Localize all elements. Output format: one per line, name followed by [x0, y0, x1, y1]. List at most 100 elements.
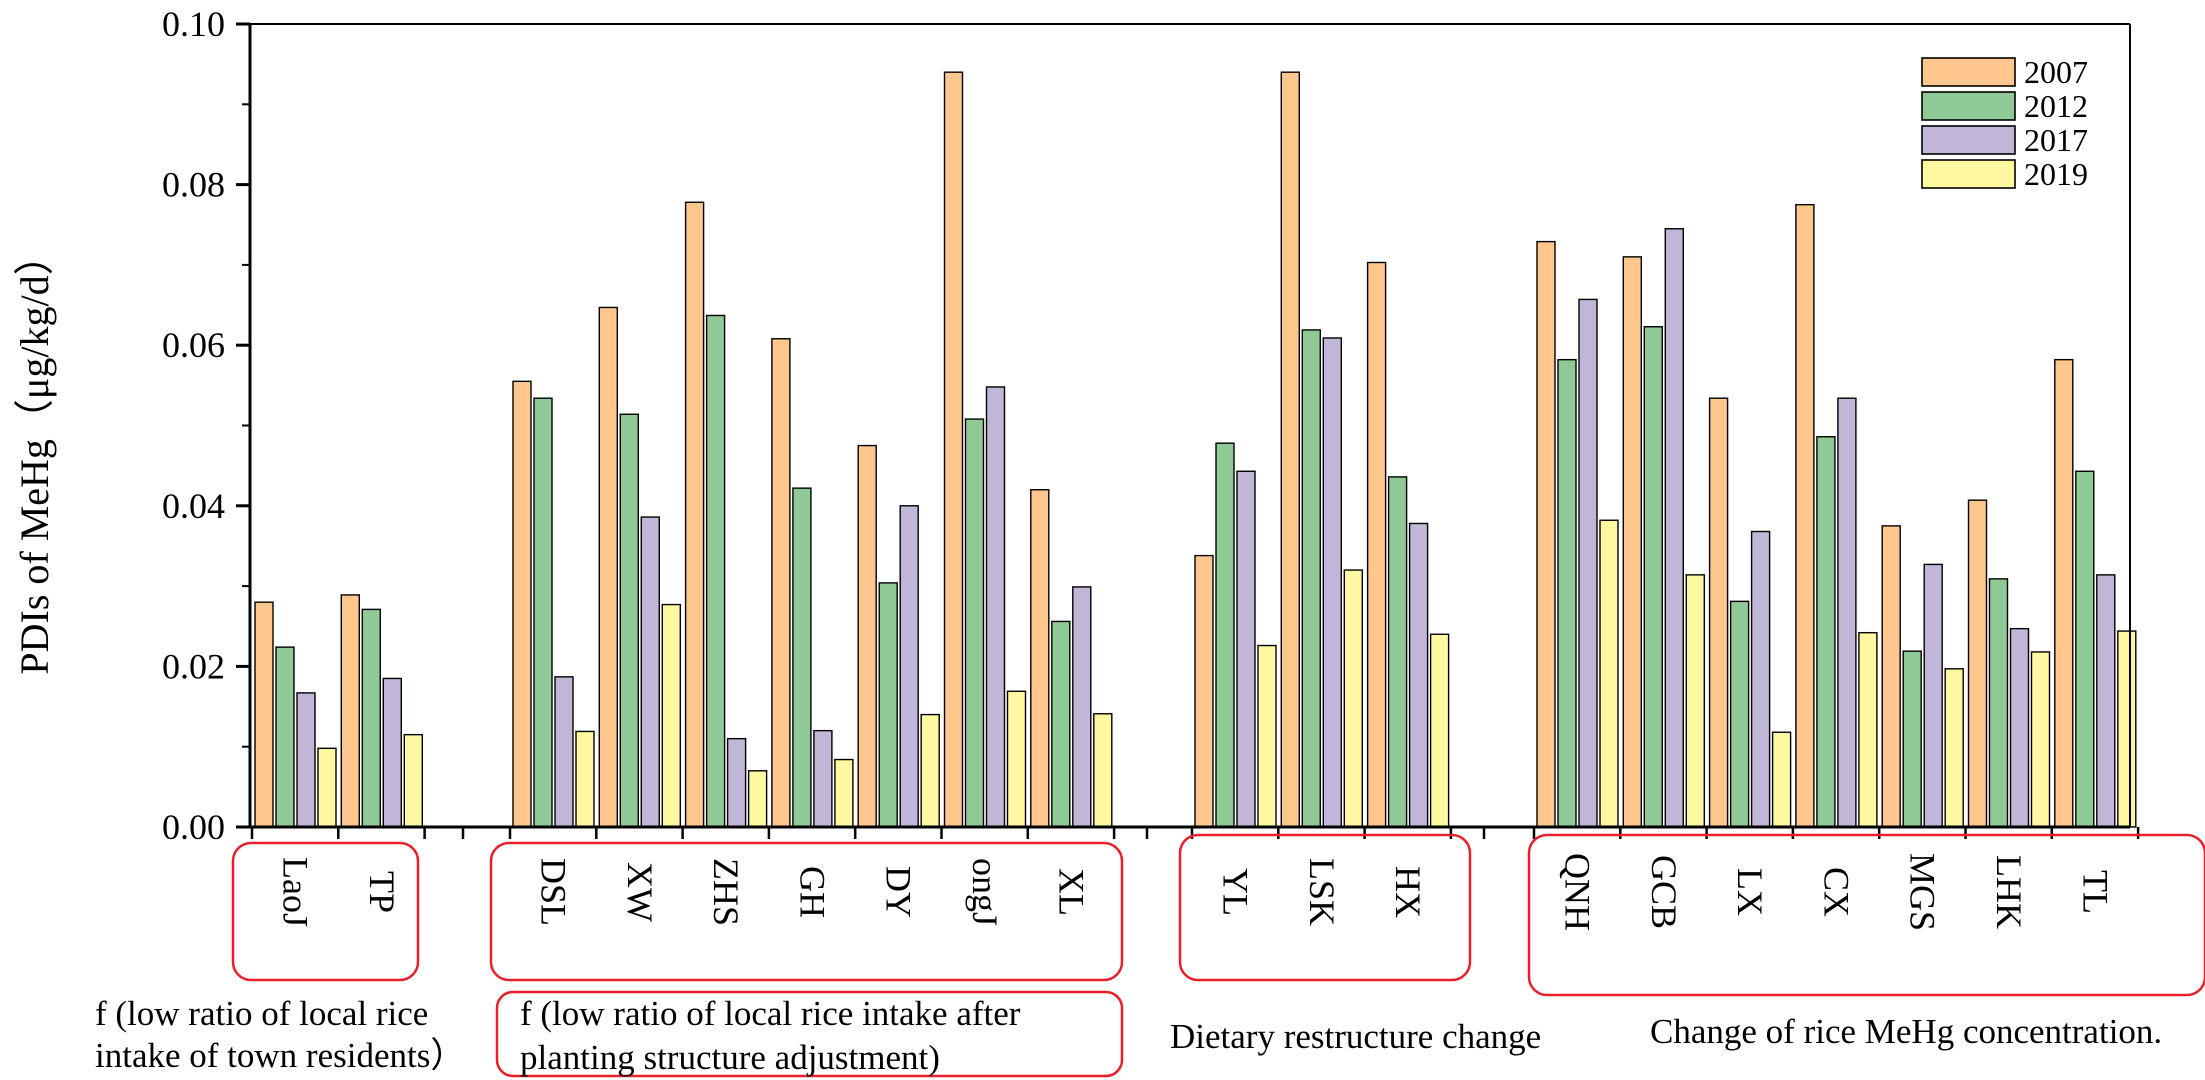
bar-GCB-2012 [1643, 326, 1664, 828]
site-label-YL: YL [1216, 868, 1256, 916]
bar-LaoJ-2007 [254, 601, 274, 828]
bar-XL-2007 [1030, 489, 1050, 828]
bar-XW-2012 [619, 413, 639, 828]
bar-HX-2007 [1366, 261, 1387, 828]
bar-ongJ-2012 [964, 418, 985, 828]
bar-TP-2007 [340, 594, 360, 828]
bar-DSL-2012 [533, 397, 553, 828]
bar-QNH-2007 [1536, 240, 1556, 828]
site-label-TP: TP [362, 871, 402, 913]
bar-XL-2017 [1072, 586, 1092, 828]
site-label-DY: DY [879, 866, 919, 918]
site-label-LHK: LHK [1989, 855, 2029, 929]
group-boxes-layer [231, 833, 2205, 1078]
bar-ZHS-2012 [705, 314, 726, 828]
site-label-QNH: QNH [1558, 853, 1598, 931]
legend-label-2017: 2017 [2024, 122, 2088, 158]
bar-YL-2019 [1257, 644, 1277, 828]
bar-DSL-2017 [554, 676, 574, 828]
caption-group-1-line-1: f (low ratio of local rice [95, 994, 429, 1033]
bar-LX-2007 [1708, 397, 1729, 828]
bar-LHK-2012 [1988, 578, 2009, 828]
legend-swatch-2017 [1921, 125, 2016, 155]
axes-layer [248, 23, 2131, 829]
bar-ZHS-2019 [747, 770, 768, 828]
bar-LSK-2017 [1322, 337, 1343, 828]
bar-LX-2019 [1771, 731, 1792, 828]
bar-LHK-2017 [2009, 627, 2030, 828]
bar-DSL-2019 [575, 730, 595, 828]
bar-GCB-2007 [1622, 256, 1643, 828]
group-box-3 [1178, 833, 1472, 982]
bar-MGS-2019 [1944, 668, 1964, 828]
bar-ZHS-2017 [726, 737, 747, 828]
bar-LSK-2019 [1343, 569, 1364, 828]
bar-ZHS-2007 [684, 201, 705, 828]
bar-TL-2019 [2117, 630, 2137, 828]
bar-DSL-2007 [512, 380, 532, 828]
y-tick-label-0.10: 0.10 [162, 4, 225, 44]
site-label-HX: HX [1388, 866, 1428, 918]
bar-HX-2019 [1429, 633, 1450, 828]
bar-ongJ-2007 [943, 71, 964, 828]
bar-CX-2017 [1837, 397, 1857, 828]
site-label-GCB: GCB [1644, 855, 1684, 929]
y-tick-label-0.08: 0.08 [162, 165, 225, 205]
bar-CX-2019 [1858, 631, 1878, 828]
bar-ongJ-2017 [985, 386, 1006, 828]
bar-CX-2012 [1816, 436, 1836, 828]
caption-group-2-line-1: f (low ratio of local rice intake after [520, 994, 1021, 1033]
bar-QNH-2017 [1578, 298, 1598, 828]
y-axis-label: PDIs of MeHg（μg/kg/d） [12, 235, 57, 674]
bar-YL-2012 [1215, 442, 1235, 828]
group-box-4 [1527, 833, 2205, 997]
site-label-DSL: DSL [534, 858, 574, 926]
caption-group-2-line-2: planting structure adjustment) [520, 1038, 940, 1077]
legend-swatch-2012 [1921, 91, 2016, 121]
bar-XL-2019 [1093, 713, 1113, 828]
bar-GH-2012 [792, 487, 812, 828]
site-label-ZHS: ZHS [706, 858, 746, 926]
bar-YL-2007 [1194, 554, 1214, 828]
legend-label-2012: 2012 [2024, 88, 2088, 124]
site-label-LSK: LSK [1302, 858, 1342, 926]
bar-GH-2007 [771, 338, 791, 828]
bar-LSK-2007 [1280, 71, 1301, 828]
site-label-XW: XW [620, 862, 660, 922]
bar-LSK-2012 [1301, 329, 1322, 828]
y-tick-label-0.04: 0.04 [162, 486, 225, 526]
legend-label-2007: 2007 [2024, 54, 2088, 90]
bar-XW-2019 [661, 603, 681, 828]
bar-DY-2007 [857, 444, 877, 828]
site-label-LX: LX [1730, 868, 1770, 916]
caption-group-3: Dietary restructure change [1170, 1017, 1542, 1056]
bar-TL-2017 [2096, 574, 2116, 828]
bar-HX-2012 [1387, 476, 1408, 828]
x-ticks-layer [250, 827, 2140, 839]
caption-box-group-2 [495, 990, 1124, 1078]
legend-swatch-2007 [1921, 57, 2016, 87]
bar-LHK-2007 [1967, 499, 1988, 828]
group-box-1 [231, 841, 420, 982]
y-tick-label-0.06: 0.06 [162, 325, 225, 365]
bar-CX-2007 [1795, 203, 1815, 828]
bar-TL-2012 [2075, 470, 2095, 828]
legend-label-2019: 2019 [2024, 156, 2088, 192]
bar-DY-2012 [878, 582, 898, 828]
bar-XL-2012 [1051, 620, 1071, 828]
bar-DY-2019 [920, 713, 940, 828]
site-label-LaoJ: LaoJ [276, 857, 316, 927]
y-tick-label-0.02: 0.02 [162, 646, 225, 686]
bar-LHK-2019 [2030, 651, 2051, 828]
bar-XW-2007 [598, 306, 618, 828]
bar-QNH-2019 [1599, 519, 1619, 828]
bar-LaoJ-2019 [317, 747, 337, 828]
bar-GH-2017 [813, 729, 833, 828]
bar-DY-2017 [899, 505, 919, 828]
site-label-XL: XL [1051, 868, 1091, 916]
site-label-MGS: MGS [1903, 853, 1943, 931]
y-tick-label-0.00: 0.00 [162, 807, 225, 847]
bar-YL-2017 [1236, 470, 1256, 828]
site-label-ongJ: ongJ [965, 858, 1005, 926]
